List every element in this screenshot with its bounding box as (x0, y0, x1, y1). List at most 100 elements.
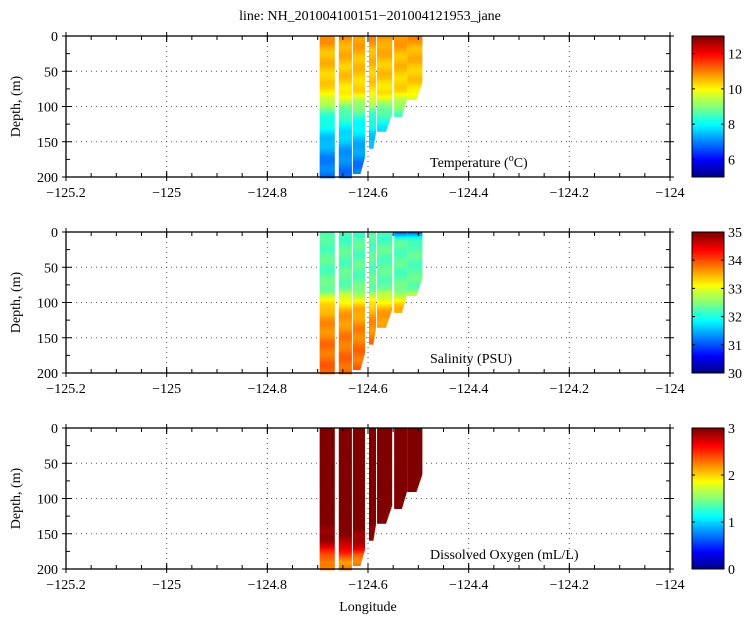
data-cell (369, 318, 377, 322)
data-cell (352, 126, 365, 130)
data-cell (319, 533, 335, 537)
data-cell (377, 516, 388, 520)
data-cell (352, 497, 365, 501)
data-cell (352, 478, 365, 482)
data-cell (338, 158, 352, 162)
data-cell (352, 548, 365, 552)
data-cell (407, 59, 423, 62)
data-cell (394, 40, 408, 43)
colorbar-segment (692, 538, 724, 541)
data-cell (338, 234, 352, 237)
data-cell (394, 272, 408, 275)
data-cell (377, 48, 393, 52)
data-cell (394, 263, 408, 267)
data-cell (319, 116, 335, 120)
data-cell (319, 312, 335, 316)
data-cell (369, 461, 377, 465)
colorbar-segment (692, 159, 724, 163)
data-cell (369, 480, 377, 484)
data-cell (352, 286, 365, 290)
data-cell (377, 314, 390, 318)
data-cell (338, 59, 352, 62)
data-cell (369, 78, 377, 82)
data-cell (377, 512, 390, 516)
colorbar-segment (692, 163, 724, 167)
data-cell (369, 114, 377, 117)
data-cell (338, 63, 352, 67)
data-cell (369, 459, 377, 463)
data-cell (352, 251, 365, 254)
data-cell (369, 506, 377, 509)
data-cell (319, 514, 335, 518)
colorbar: 6 8 10 12 (691, 35, 742, 178)
data-cell (319, 523, 335, 526)
colorbar-segment (692, 258, 724, 262)
data-cell (352, 236, 365, 239)
data-cell (319, 286, 335, 290)
data-cell (377, 259, 393, 263)
data-cell (319, 171, 335, 175)
colorbar-segment (692, 542, 724, 546)
data-cell (338, 97, 352, 101)
colorbar-segment (692, 463, 724, 466)
data-cell (352, 272, 365, 275)
data-cell (352, 291, 365, 294)
data-cell (319, 521, 335, 524)
data-cell (319, 331, 335, 335)
colorbar-segment (692, 113, 724, 116)
data-cell (394, 487, 408, 490)
data-cell (407, 55, 423, 58)
data-cell (407, 93, 419, 96)
colorbar-segment (692, 146, 724, 149)
data-cell (352, 363, 362, 366)
data-cell (352, 40, 365, 43)
data-cell (407, 257, 423, 261)
colorbar-segment (692, 75, 724, 79)
data-cell (394, 251, 408, 254)
data-cell (352, 120, 365, 124)
data-cell (338, 546, 352, 550)
data-cell (352, 306, 365, 309)
colorbar-segment (692, 143, 724, 147)
data-cell (352, 114, 365, 117)
data-cell (407, 280, 422, 284)
colorbar-tick-label: 8 (728, 118, 735, 133)
data-cell (394, 293, 408, 297)
data-cell (352, 557, 363, 560)
data-cell (352, 514, 365, 518)
colorbar-segment (692, 137, 724, 141)
data-cell (352, 46, 365, 50)
data-cell (338, 297, 352, 301)
data-cell (407, 40, 423, 43)
data-cell (338, 50, 352, 54)
data-cell (352, 145, 365, 149)
data-cell (319, 61, 335, 65)
colorbar-segment (692, 520, 724, 524)
colorbar-segment (692, 531, 724, 535)
data-cell (407, 86, 421, 90)
data-cell (319, 257, 335, 261)
data-cell (377, 510, 390, 514)
data-cell (352, 86, 365, 90)
data-cell (407, 442, 423, 446)
panel-label: Salinity (PSU) (430, 352, 512, 367)
data-cell (369, 139, 375, 143)
data-cell (407, 428, 423, 431)
colorbar-segment (692, 273, 724, 277)
colorbar: 30 31 32 33 34 35 (691, 226, 742, 382)
data-cell (338, 48, 352, 52)
data-cell (377, 97, 393, 101)
data-cell (369, 129, 377, 132)
data-cell (352, 38, 365, 41)
colorbar-segment (692, 236, 724, 240)
data-cell (338, 444, 352, 448)
colorbar-segment (692, 117, 724, 121)
colorbar-segment (692, 157, 724, 160)
data-cell (352, 148, 365, 151)
colorbar-segment (692, 551, 724, 555)
colorbar-segment (692, 317, 724, 321)
colorbar-segment (692, 269, 724, 273)
data-cell (377, 455, 393, 459)
data-cell (338, 451, 352, 454)
colorbar-segment (692, 80, 724, 83)
